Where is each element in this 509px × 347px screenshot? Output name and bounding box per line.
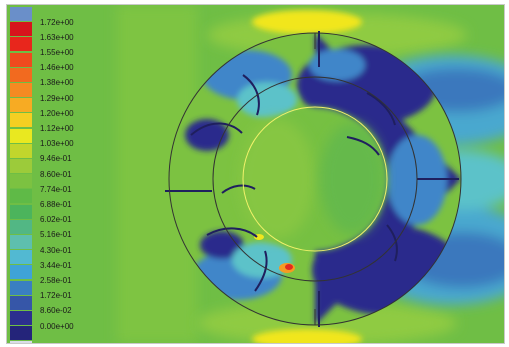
legend-label: 4.30e-01 — [40, 245, 72, 255]
legend-label: 1.63e+00 — [40, 32, 74, 42]
legend-swatch — [10, 295, 32, 310]
legend-swatch — [10, 128, 32, 143]
legend-label: 6.02e-01 — [40, 215, 72, 225]
legend-label: 8.60e-01 — [40, 169, 72, 179]
legend-swatch — [10, 265, 32, 280]
bottom-yellow-patch — [252, 329, 362, 343]
contour-plot-viewport[interactable]: 1.72e+00 1.63e+00 1.55e+00 1.46e+00 1.38e+00… — [6, 4, 505, 344]
middle-ring — [212, 76, 418, 282]
hot-spot-red — [285, 264, 293, 270]
legend-swatch — [10, 311, 32, 325]
legend-label: 9.46e-01 — [40, 154, 72, 164]
legend-label: 6.88e-01 — [40, 200, 72, 209]
legend-label: 1.72e+00 — [40, 17, 74, 27]
legend-swatch — [10, 143, 32, 158]
legend-label: 2.58e-01 — [40, 276, 72, 285]
legend-label: 0.00e+00 — [40, 321, 74, 331]
legend-swatch — [10, 159, 32, 173]
legend-label: 5.16e-01 — [40, 230, 72, 240]
blade-array — [165, 31, 459, 327]
legend-label: 3.44e-01 — [40, 260, 72, 270]
legend-swatch — [10, 22, 32, 37]
legend-swatch — [10, 83, 32, 97]
legend-swatch — [10, 204, 32, 219]
velocity-contour-field — [7, 5, 504, 343]
legend-swatch — [10, 174, 32, 189]
legend-label: 1.46e+00 — [40, 63, 74, 73]
legend-label: 1.38e+00 — [40, 78, 74, 88]
color-legend: 1.72e+00 1.63e+00 1.55e+00 1.46e+00 1.38e+00… — [7, 5, 127, 343]
inner-interface-circle — [242, 106, 388, 252]
legend-swatch — [10, 113, 32, 128]
legend-swatch — [10, 98, 32, 113]
legend-swatch — [10, 326, 32, 341]
legend-swatch — [10, 189, 32, 204]
legend-swatch — [10, 52, 32, 67]
legend-swatch — [10, 219, 32, 234]
top-yellow-patch — [252, 10, 362, 34]
legend-label: 1.29e+00 — [40, 93, 74, 103]
legend-swatch-bottom — [10, 341, 32, 343]
legend-label: 8.60e-02 — [40, 306, 72, 316]
legend-swatch — [10, 235, 32, 249]
legend-swatch — [10, 37, 32, 52]
legend-label: 1.72e-01 — [40, 291, 72, 301]
legend-swatch-top — [10, 7, 32, 21]
legend-label: 7.74e-01 — [40, 184, 72, 194]
legend-label: 1.20e+00 — [40, 108, 74, 118]
legend-label: 1.12e+00 — [40, 124, 74, 133]
legend-swatch — [10, 280, 32, 295]
legend-label: 1.03e+00 — [40, 139, 74, 149]
legend-swatch — [10, 250, 32, 265]
legend-label: 1.55e+00 — [40, 48, 74, 57]
legend-swatch — [10, 67, 32, 82]
